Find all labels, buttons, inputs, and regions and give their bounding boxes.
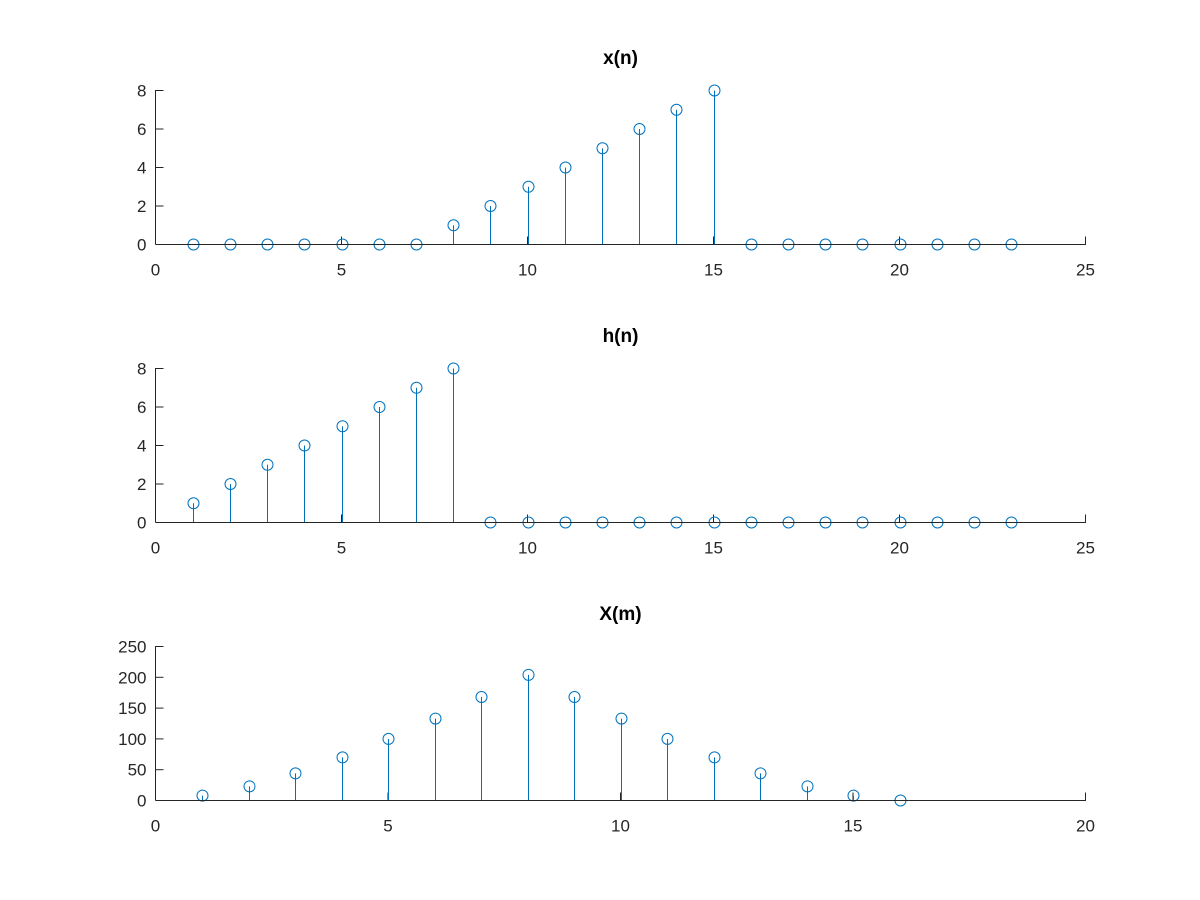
- y-tick-label: 100: [118, 730, 146, 749]
- y-tick-label: 6: [137, 120, 146, 139]
- stem-marker: [336, 751, 349, 764]
- stem-marker: [261, 458, 274, 471]
- stem-marker: [447, 219, 460, 232]
- subplot-title: x(n): [603, 48, 638, 69]
- stem-marker: [754, 767, 767, 780]
- x-tick-label: 15: [704, 261, 723, 280]
- stem-marker: [410, 381, 423, 394]
- stem-marker: [429, 712, 442, 725]
- x-tick-label: 10: [611, 817, 630, 836]
- stem-marker: [224, 478, 237, 490]
- x-tick-label: 5: [337, 261, 346, 280]
- y-tick-label: 2: [137, 475, 146, 494]
- stem-marker: [661, 732, 674, 745]
- tick-label-group: 0 5 10 15 20 25 0 2 4 6 8: [137, 82, 1095, 280]
- x-tick-label: 0: [151, 539, 160, 558]
- stem-marker: [708, 751, 721, 764]
- y-tick-label: 6: [137, 398, 146, 417]
- stem-marker: [382, 732, 395, 745]
- stem-marker: [633, 123, 646, 135]
- stem-marker: [196, 789, 209, 802]
- subplot-title: h(n): [603, 326, 639, 347]
- x-tick-label: 10: [518, 261, 537, 280]
- stem-marker: [559, 161, 572, 174]
- y-tick-label: 150: [118, 699, 146, 718]
- x-axis-line: [155, 236, 1086, 245]
- stem-marker: [336, 420, 349, 433]
- y-tick-label: 50: [128, 761, 147, 780]
- y-tick-label: 0: [137, 792, 146, 811]
- stem-marker: [708, 84, 721, 97]
- x-tick-label: 25: [1076, 539, 1095, 558]
- x-tick-label: 15: [704, 539, 723, 558]
- stem-marker: [670, 103, 683, 116]
- tick-label-group: 0 5 10 15 20 25 0 2 4 6 8: [137, 360, 1095, 558]
- stem-group: [196, 668, 907, 807]
- y-tick-label: 8: [137, 82, 146, 101]
- x-tick-label: 25: [1076, 261, 1095, 280]
- y-tick-label: 0: [137, 514, 146, 533]
- stem-marker: [373, 401, 386, 413]
- y-tick-label: 200: [118, 668, 146, 687]
- x-tick-label: 20: [890, 539, 909, 558]
- stem-marker: [596, 142, 609, 155]
- x-axis-line: [155, 514, 1086, 523]
- y-axis-line: [155, 90, 164, 245]
- stem-marker: [475, 691, 488, 704]
- stem-marker: [615, 712, 628, 725]
- x-tick-label: 15: [844, 817, 863, 836]
- stem-marker: [847, 789, 860, 802]
- x-tick-label: 0: [151, 817, 160, 836]
- x-tick-label: 10: [518, 539, 537, 558]
- y-tick-label: 8: [137, 360, 146, 379]
- stem-marker: [447, 362, 460, 375]
- stem-marker: [522, 180, 535, 193]
- x-tick-label: 5: [337, 539, 346, 558]
- y-tick-label: 4: [137, 159, 146, 178]
- y-tick-label: 250: [118, 638, 146, 657]
- stem-marker: [298, 439, 311, 452]
- x-tick-label: 20: [1076, 817, 1095, 836]
- x-tick-label: 5: [383, 817, 392, 836]
- stem-marker: [522, 668, 535, 681]
- subplot-title: X(m): [599, 604, 641, 625]
- stem-marker: [568, 691, 581, 704]
- stem-marker: [187, 497, 200, 510]
- y-axis-line: [155, 646, 164, 801]
- y-tick-label: 4: [137, 437, 146, 456]
- stem-marker: [484, 200, 497, 212]
- stem-marker: [801, 780, 814, 793]
- y-axis-line: [155, 368, 164, 523]
- x-axis-line: [155, 792, 1086, 801]
- stem-marker: [243, 780, 256, 793]
- x-tick-label: 20: [890, 261, 909, 280]
- y-tick-label: 0: [137, 236, 146, 255]
- y-tick-label: 2: [137, 197, 146, 216]
- x-tick-label: 0: [151, 261, 160, 280]
- subplot-x-n: x(n) 0 5 10 15 20 25 0 2 4 6 8: [137, 48, 1095, 280]
- subplot-h-n: h(n) 0 5 10 15 20 25 0 2 4 6 8: [137, 326, 1095, 558]
- stem-marker: [289, 767, 302, 780]
